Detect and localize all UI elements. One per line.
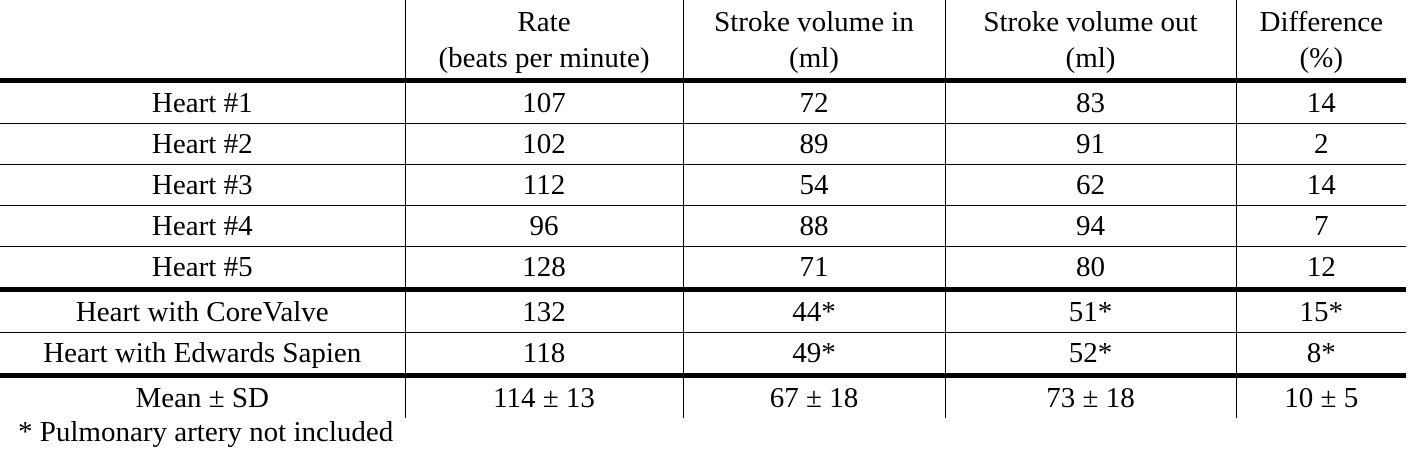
header-stroke-in-line1: Stroke volume in (714, 6, 914, 38)
stroke-out-cell: 83 (944, 80, 1236, 124)
rate-cell: 96 (404, 205, 683, 247)
stroke-out-cell: 80 (944, 246, 1236, 292)
stroke-out-cell: 62 (944, 164, 1236, 206)
row-label: Heart #1 (0, 80, 405, 124)
header-stroke-in-line2: (ml) (789, 42, 839, 74)
difference-cell: 12 (1235, 246, 1406, 292)
footnote: * Pulmonary artery not included (18, 416, 394, 448)
rate-cell: 112 (404, 164, 683, 206)
rate-cell: 114 ± 13 (404, 375, 683, 418)
stroke-out-cell: 91 (944, 123, 1236, 165)
header-stroke-out-line1: Stroke volume out (983, 6, 1198, 38)
stroke-in-cell: 88 (682, 205, 945, 247)
row-label: Heart #5 (0, 246, 405, 292)
mean-row: Mean ± SD 114 ± 13 67 ± 18 73 ± 18 10 ± … (0, 375, 1406, 418)
table-row: Heart #2 102 89 91 2 (0, 123, 1406, 165)
table-row: Heart #3 112 54 62 14 (0, 164, 1406, 206)
header-cell-stroke-out: Stroke volume out (ml) (944, 0, 1236, 81)
header-cell-stroke-in: Stroke volume in (ml) (682, 0, 945, 81)
header-cell-difference: Difference (%) (1235, 0, 1406, 81)
difference-cell: 2 (1235, 123, 1406, 165)
stroke-in-cell: 49* (682, 332, 945, 378)
difference-cell: 14 (1235, 80, 1406, 124)
stroke-in-cell: 67 ± 18 (682, 375, 945, 418)
row-label: Heart with Edwards Sapien (0, 332, 405, 378)
stroke-in-cell: 72 (682, 80, 945, 124)
row-label: Heart #4 (0, 205, 405, 247)
difference-cell: 14 (1235, 164, 1406, 206)
stroke-in-cell: 44* (682, 289, 945, 333)
rate-cell: 118 (404, 332, 683, 378)
stroke-out-cell: 73 ± 18 (944, 375, 1236, 418)
table-row: Heart #1 107 72 83 14 (0, 80, 1406, 124)
header-rate-line1: Rate (517, 6, 571, 38)
rate-cell: 107 (404, 80, 683, 124)
difference-cell: 8* (1235, 332, 1406, 378)
row-label: Heart #2 (0, 123, 405, 165)
header-row: Rate (beats per minute) Stroke volume in… (0, 0, 1406, 81)
stroke-in-cell: 71 (682, 246, 945, 292)
stroke-in-cell: 89 (682, 123, 945, 165)
results-table: Rate (beats per minute) Stroke volume in… (0, 0, 1406, 418)
header-cell-rate: Rate (beats per minute) (404, 0, 683, 81)
rate-cell: 132 (404, 289, 683, 333)
row-label: Heart with CoreValve (0, 289, 405, 333)
difference-cell: 10 ± 5 (1235, 375, 1406, 418)
stroke-in-cell: 54 (682, 164, 945, 206)
header-difference-line2: (%) (1299, 42, 1343, 74)
header-rate-line2: (beats per minute) (438, 42, 650, 74)
header-difference-line1: Difference (1259, 6, 1383, 38)
rate-cell: 102 (404, 123, 683, 165)
header-stroke-out-line2: (ml) (1065, 42, 1116, 74)
difference-cell: 7 (1235, 205, 1406, 247)
row-label: Heart #3 (0, 164, 405, 206)
row-label: Mean ± SD (135, 382, 270, 414)
difference-cell: 15* (1235, 289, 1406, 333)
table-row: Heart with CoreValve 132 44* 51* 15* (0, 289, 1406, 333)
stroke-out-cell: 51* (944, 289, 1236, 333)
table-row: Heart #5 128 71 80 12 (0, 246, 1406, 292)
rate-cell: 128 (404, 246, 683, 292)
stroke-out-cell: 94 (944, 205, 1236, 247)
stroke-out-cell: 52* (944, 332, 1236, 378)
table-row: Heart #4 96 88 94 7 (0, 205, 1406, 247)
header-cell-blank (0, 0, 405, 81)
table-row: Heart with Edwards Sapien 118 49* 52* 8* (0, 332, 1406, 378)
